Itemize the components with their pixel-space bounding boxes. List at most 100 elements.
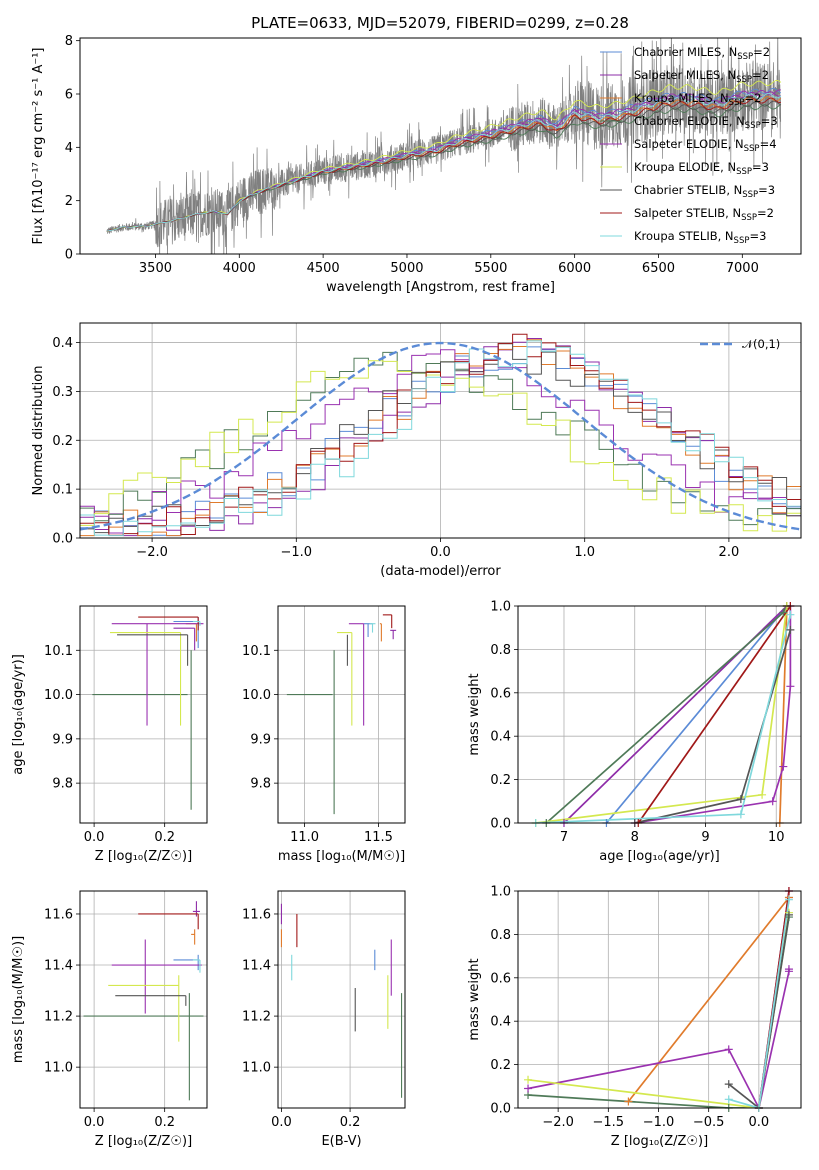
weight-marker [786,610,795,619]
weight-line-kroupa-miles [627,896,790,1103]
histogram-salpeter-elodie [80,349,801,534]
y-tick-label: 0.3 [52,385,73,400]
x-axis-label: age [log₁₀(age/yr)] [599,849,720,864]
legend-entry: Chabrier STELIB, NSSP=3 [634,183,775,200]
y-tick-label: 11.6 [242,907,271,922]
normal-curve [80,341,801,531]
weight-marker [779,762,788,771]
x-tick-label: 0.0 [84,1115,105,1130]
weight-line-kroupa-miles [778,606,788,823]
y-axis-label: mass weight [467,958,482,1040]
y-tick-label: 0.8 [490,643,511,658]
y-tick-label: 11.4 [44,959,73,974]
x-tick-label: 0.2 [154,1115,175,1130]
x-tick-label: 11.0 [290,830,319,845]
y-axis-label: age [log₁₀(age/yr)] [11,654,26,775]
axes-frame [79,605,208,824]
model-spectrum-kroupa-stelib [106,92,782,232]
ebv-mass-panel: 0.0 0.2 11.0 11.2 11.4 11.6 E(B-V) [242,890,406,1149]
weight-marker [784,910,793,919]
weight-marker [786,625,795,634]
x-tick-label: 0.0 [271,1115,292,1130]
axes-frame [277,605,406,824]
x-tick-label: 5000 [390,261,423,276]
axes-frame [79,322,802,539]
observed-spectrum [106,38,782,254]
x-tick-label: 5500 [474,261,507,276]
y-tick-label: 1.0 [490,600,511,615]
y-tick-label: 0.4 [490,1015,511,1030]
x-tick-label: 6500 [642,261,675,276]
legend-entry: Salpeter ELODIE, NSSP=4 [634,137,777,154]
y-tick-label: 11.2 [44,1010,73,1025]
x-tick-label: 9 [701,830,709,845]
weight-marker [724,1045,733,1054]
x-axis-label: mass [log₁₀(M/M☉)] [278,849,405,864]
y-tick-label: 1.0 [490,885,511,900]
y-tick-label: 0.0 [490,817,511,832]
legend-entry: Kroupa STELIB, NSSP=3 [634,229,766,246]
x-tick-label: 0.0 [430,545,451,560]
axes-frame [277,890,406,1109]
x-tick-label: 0.0 [749,1115,770,1130]
weight-marker [758,790,767,799]
spectrum-legend: Chabrier MILES, NSSP=2 Salpeter MILES, NS… [600,45,778,246]
weight-marker [784,965,793,974]
x-tick-label: 2.0 [719,545,740,560]
weight-line-chabrier-miles [605,606,788,823]
x-tick-label: −1.0 [281,545,313,560]
x-tick-label: 3500 [139,261,172,276]
y-tick-label: 10.0 [242,688,271,703]
weight-line-salpeter-stelib [637,606,792,823]
weight-marker [736,795,745,804]
plot-area [83,901,204,1101]
plot-area [106,38,782,254]
y-tick-label: 8 [65,34,73,49]
y-tick-label: 11.6 [44,907,73,922]
mass-age-panel: 11.0 11.5 9.8 9.9 10.0 10.1 mass [log₁₀(M/M☉)] [242,605,406,864]
y-tick-label: 0.0 [52,532,73,547]
axes-frame [79,890,208,1109]
figure-title: PLATE=0633, MJD=52079, FIBERID=0299, z=0… [251,14,629,32]
plot-area [80,333,801,537]
x-axis-label: Z [log₁₀(Z/Z☉)] [95,849,192,864]
x-tick-label: −1.0 [643,1115,675,1130]
y-tick-label: 10.0 [44,688,73,703]
x-axis-label: (data-model)/error [380,564,501,579]
y-tick-label: 9.8 [250,777,271,792]
x-tick-label: 11.5 [364,830,393,845]
y-axis-label: mass [log₁₀(M/M☉)] [11,936,26,1063]
y-tick-label: 0.0 [490,1102,511,1117]
y-axis-label: mass weight [467,673,482,755]
x-tick-label: 1.0 [574,545,595,560]
legend-entry: Chabrier MILES, NSSP=2 [634,45,770,62]
x-tick-label: 7000 [726,261,759,276]
axes-frame [517,605,802,824]
x-tick-label: −2.0 [542,1115,574,1130]
legend-entry: 𝒩(0,1) [742,337,780,351]
x-tick-label: 6000 [558,261,591,276]
y-tick-label: 11.0 [44,1061,73,1076]
weight-line-kroupa-stelib [728,899,790,1108]
weight-marker [784,895,793,904]
plot-area [92,616,204,810]
x-axis-label: Z [log₁₀(Z/Z☉)] [611,1134,708,1149]
y-tick-label: 0.4 [490,730,511,745]
x-tick-label: 7 [560,830,568,845]
weight-marker [736,810,745,819]
y-tick-label: 10.1 [44,644,73,659]
axes-frame [517,890,802,1109]
weight-marker [768,797,777,806]
y-tick-label: 0.8 [490,928,511,943]
x-tick-label: −2.0 [136,545,168,560]
weight-marker [786,682,795,691]
plot-area [535,606,792,823]
axes-frame [79,37,802,255]
y-tick-label: 11.0 [242,1061,271,1076]
y-tick-label: 4 [65,141,73,156]
y-tick-label: 0.4 [52,336,73,351]
legend-entry: Kroupa MILES, NSSP=2 [634,91,761,108]
legend-entry: Salpeter STELIB, NSSP=2 [634,206,774,223]
weight-marker [724,1080,733,1089]
